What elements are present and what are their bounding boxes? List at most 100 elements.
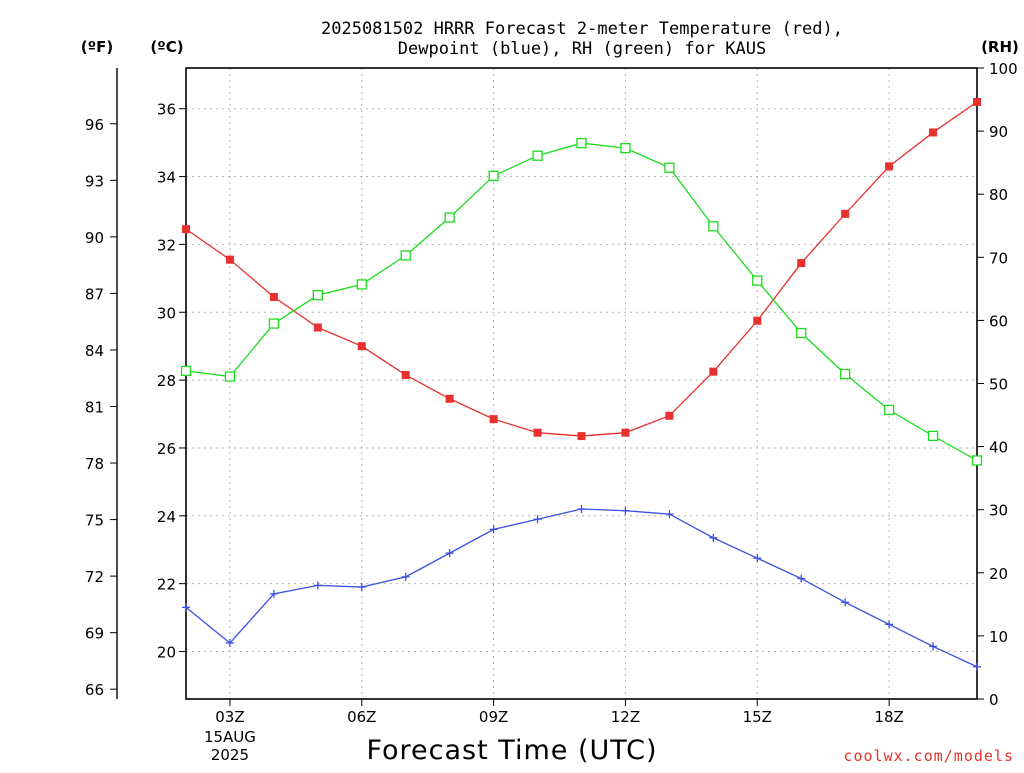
fahrenheit-tick-label: 78	[85, 455, 104, 473]
dewpoint-point	[445, 549, 454, 558]
rh-point	[400, 250, 411, 261]
temperature-point	[885, 162, 894, 171]
rh-point	[268, 318, 280, 329]
rh-point	[708, 221, 719, 232]
chart-title-line-2: Dewpoint (blue), RH (green) for KAUS	[398, 39, 766, 59]
fahrenheit-tick-label: 84	[85, 342, 104, 360]
celsius-tick-label: 28	[157, 372, 176, 390]
fahrenheit-tick-label: 66	[85, 681, 104, 699]
dewpoint-point	[885, 620, 894, 629]
rh-point	[927, 430, 939, 442]
x-tick-label: 12Z	[611, 708, 640, 726]
dewpoint-point	[225, 639, 234, 648]
rh-point	[532, 150, 543, 161]
dewpoint-point	[182, 603, 190, 612]
rh-tick-label: 10	[989, 628, 1008, 646]
celsius-tick-label: 26	[157, 440, 176, 458]
dewpoint-point	[269, 589, 278, 598]
rh-point	[356, 279, 367, 290]
temperature-point	[269, 292, 278, 301]
temperature-point	[357, 342, 366, 351]
grid-layer	[186, 68, 977, 699]
plot-frame	[185, 67, 978, 700]
celsius-tick-label: 20	[157, 644, 176, 662]
dewpoint-point	[797, 574, 806, 583]
dewpoint-point	[841, 598, 850, 607]
celsius-tick-label: 24	[157, 508, 176, 526]
dewpoint-point	[973, 662, 981, 671]
celsius-tick-label: 32	[157, 236, 176, 254]
temperature-point	[973, 97, 981, 106]
x-tick-label: 09Z	[479, 708, 508, 726]
x-tick-sublabel: 2025	[211, 746, 249, 764]
fahrenheit-tick-label: 87	[85, 285, 104, 303]
fahrenheit-tick-label: 93	[85, 172, 104, 190]
x-axis-title: Forecast Time (UTC)	[366, 735, 657, 766]
dewpoint-point	[621, 506, 630, 515]
rh-point	[664, 162, 675, 173]
dewpoint-point	[357, 583, 366, 592]
rh-tick-label: 0	[989, 691, 999, 709]
ticks-layer: 20 22 24 26 28 30 32 34 36 66 69 72 75 78 81 84 87 90 93 96…	[85, 60, 1018, 764]
rh-point	[840, 368, 851, 380]
rh-tick-label: 30	[989, 502, 1008, 520]
celsius-tick-label: 22	[157, 576, 176, 594]
rh-tick-label: 70	[989, 249, 1008, 267]
dewpoint-point	[313, 581, 322, 590]
chart-title-line-1: 2025081502 HRRR Forecast 2-meter Tempera…	[321, 19, 843, 39]
dewpoint-point	[709, 533, 718, 542]
temperature-point	[709, 367, 718, 376]
rh-unit-label: (RH)	[981, 38, 1019, 56]
rh-tick-label: 90	[989, 123, 1008, 141]
celsius-unit-label: (ºC)	[150, 38, 183, 56]
rh-point	[883, 404, 895, 416]
fahrenheit-tick-label: 75	[85, 512, 104, 530]
temperature-point	[797, 259, 806, 268]
fahrenheit-tick-label: 69	[85, 625, 104, 643]
dewpoint-point	[929, 642, 938, 651]
temperature-point	[445, 394, 454, 403]
rh-tick-label: 80	[989, 186, 1008, 204]
series-layer	[180, 97, 983, 671]
temperature-series-line	[185, 101, 978, 437]
x-tick-label: 03Z	[215, 708, 244, 726]
dewpoint-point	[577, 505, 586, 514]
rh-series-line	[185, 142, 978, 462]
rh-tick-label: 50	[989, 376, 1008, 394]
temperature-point	[665, 411, 674, 420]
temperature-point	[313, 323, 322, 332]
dewpoint-point	[533, 515, 542, 524]
rh-point	[620, 142, 631, 154]
temperature-point	[841, 209, 850, 218]
celsius-tick-label: 30	[157, 304, 176, 322]
rh-point	[576, 137, 587, 149]
temperature-point	[401, 371, 410, 380]
rh-point	[180, 365, 192, 377]
temperature-point	[533, 428, 542, 437]
rh-point	[224, 371, 236, 382]
temperature-point	[929, 128, 938, 137]
rh-point	[488, 170, 499, 182]
rh-tick-label: 60	[989, 312, 1008, 330]
dewpoint-point	[489, 525, 498, 534]
temperature-point	[489, 415, 498, 424]
temperature-point	[182, 225, 190, 234]
fahrenheit-tick-label: 72	[85, 568, 104, 586]
temperature-point	[753, 316, 762, 325]
rh-point	[971, 455, 983, 466]
rh-point	[444, 212, 455, 223]
rh-tick-label: 100	[989, 60, 1018, 78]
dewpoint-point	[665, 510, 674, 519]
celsius-tick-label: 36	[157, 101, 176, 119]
x-tick-label: 06Z	[347, 708, 376, 726]
fahrenheit-tick-label: 96	[85, 116, 104, 134]
x-tick-label: 15Z	[743, 708, 772, 726]
dewpoint-series-line	[185, 508, 978, 668]
rh-point	[796, 327, 807, 339]
rh-tick-label: 40	[989, 439, 1008, 457]
fahrenheit-tick-label: 81	[85, 398, 104, 416]
celsius-tick-label: 34	[157, 169, 176, 187]
temperature-point	[621, 428, 630, 437]
